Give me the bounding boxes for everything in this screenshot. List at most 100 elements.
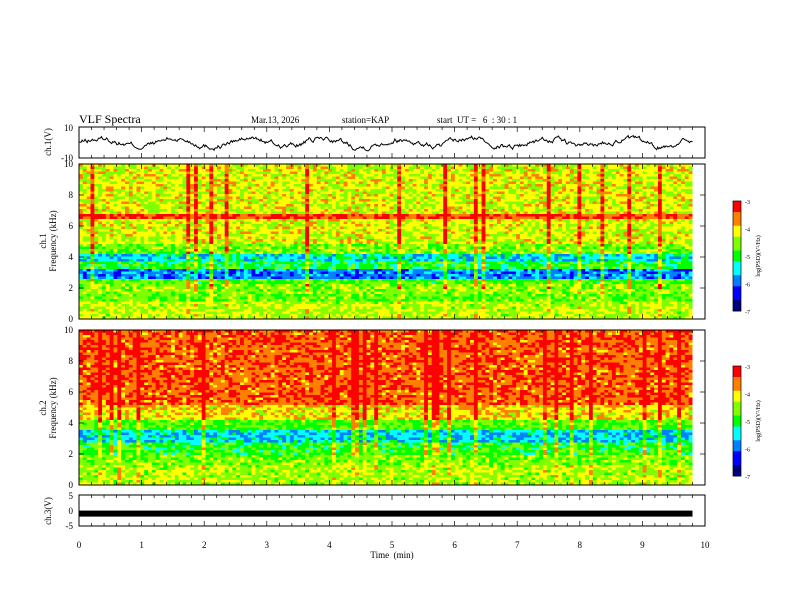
spectrogram-cell [87,294,91,297]
spectrogram-cell [148,224,152,227]
spectrogram-cell [125,192,129,195]
spectrogram-cell [94,304,98,307]
spectrogram-cell [91,237,95,240]
spectrogram-cell [83,172,87,175]
spectrogram-cell [91,209,95,212]
spectrogram-cell [91,292,95,295]
spectrogram-cell [140,242,144,245]
spectrogram-cell [94,309,98,312]
spectrogram-cell [144,262,148,265]
spectrogram-cell [110,269,114,272]
spectrogram-cell [91,224,95,227]
spectrogram-cell [137,297,141,300]
spectrogram-cell [91,264,95,267]
spectrogram-cell [114,297,118,300]
spectrogram-cell [83,309,87,312]
spectrogram-cell [79,189,83,192]
spectrogram-cell [137,237,141,240]
spectrogram-cell [137,254,141,257]
spectrogram-cell [110,229,114,232]
spectrogram-cell [98,269,102,272]
spectrogram-cell [117,172,121,175]
spectrogram-cell [137,234,141,237]
spectrogram-cell [125,172,129,175]
spectrogram-cell [140,172,144,175]
spectrogram-cell [121,192,125,195]
vlf-figure: VLF Spectra Mar.13, 2026 station=KAP sta… [0,0,792,612]
spectrogram-cell [91,204,95,207]
spectrogram-cell [137,277,141,280]
spectrogram-cell [137,182,141,185]
spectrogram-cell [121,259,125,262]
spectrogram-cell [117,209,121,212]
spectrogram-cell [87,179,91,182]
spectrogram-cell [144,242,148,245]
spectrogram-cell [137,252,141,255]
spectrogram-cell [117,264,121,267]
spectrogram-cell [91,299,95,302]
spectrogram-cell [121,304,125,307]
spectrogram-cell [144,312,148,315]
spectrogram-cell [83,284,87,287]
spectrogram-cell [114,229,118,232]
spectrogram-cell [102,212,106,215]
spectrogram-cell [98,267,102,270]
spectrogram-cell [148,219,152,222]
spectrogram-cell [110,212,114,215]
spectrogram-cell [91,287,95,290]
spectrogram-cell [144,189,148,192]
spectrogram-cell [133,292,137,295]
spectrogram-cell [121,234,125,237]
spectrogram-cell [114,179,118,182]
spectrogram-cell [87,169,91,172]
spectrogram-cell [114,257,118,260]
spectrogram-cell [102,277,106,280]
spectrogram-cell [144,267,148,270]
spectrogram-cell [79,214,83,217]
spectrogram-cell [98,217,102,220]
spectrogram-cell [148,202,152,205]
spectrogram-cell [140,259,144,262]
spectrogram-cell [114,244,118,247]
spectrogram-cell [133,182,137,185]
spectrogram-cell [106,312,110,315]
spectrogram-cell [133,229,137,232]
spectrogram-cell [121,244,125,247]
spectrogram-cell [129,237,133,240]
spectrogram-cell [133,259,137,262]
spectrogram-cell [114,282,118,285]
spectrogram-cell [83,167,87,170]
spectrogram-cell [87,192,91,195]
spectrogram-cell [79,259,83,262]
spectrogram-cell [140,234,144,237]
spectrogram-cell [83,274,87,277]
spectrogram-cell [125,259,129,262]
spectrogram-cell [117,219,121,222]
spectrogram-cell [83,297,87,300]
spectrogram-cell [87,249,91,252]
spectrogram-cell [79,244,83,247]
spectrogram-cell [144,214,148,217]
spectrogram-cell [87,269,91,272]
spectrogram-cell [140,244,144,247]
spectrogram-cell [137,217,141,220]
spectrogram-cell [117,262,121,265]
spectrogram-cell [140,284,144,287]
spectrogram-cell [129,179,133,182]
spectrogram-cell [133,167,137,170]
spectrogram-cell [121,289,125,292]
spectrogram-cell [125,199,129,202]
spectrogram-cell [98,304,102,307]
spectrogram-cell [114,222,118,225]
spectrogram-cell [83,174,87,177]
spectrogram-cell [94,277,98,280]
spectrogram-cell [121,217,125,220]
spectrogram-cell [117,244,121,247]
spectrogram-cell [79,209,83,212]
spectrogram-cell [110,292,114,295]
spectrogram-cell [121,287,125,290]
spectrogram-cell [87,309,91,312]
spectrogram-cell [117,294,121,297]
spectrogram-cell [129,239,133,242]
spectrogram-cell [144,282,148,285]
